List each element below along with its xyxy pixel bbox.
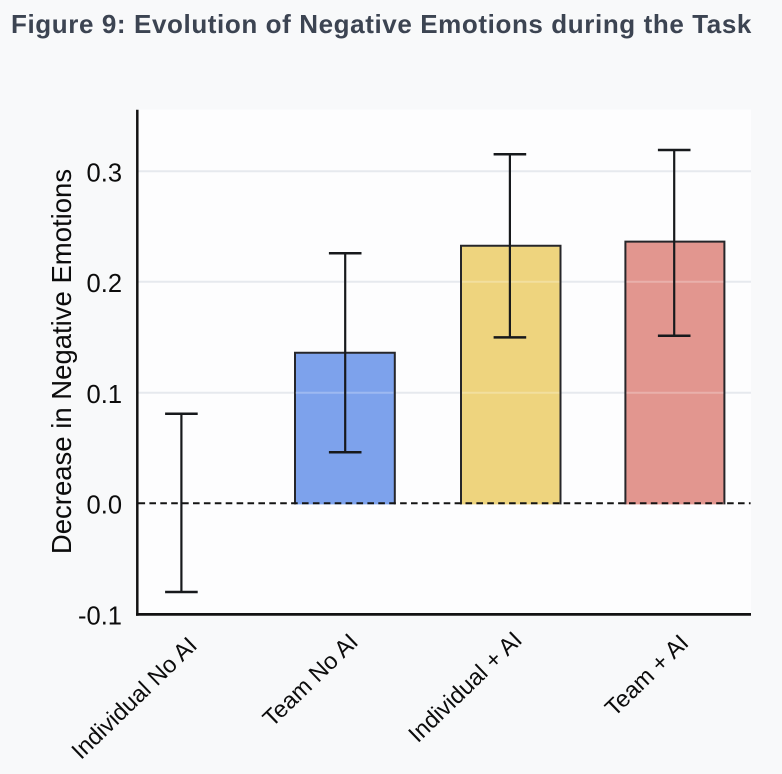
svg-text:Decrease in Negative Emotions: Decrease in Negative Emotions xyxy=(46,169,77,554)
svg-text:0.1: 0.1 xyxy=(87,381,122,409)
svg-text:0.3: 0.3 xyxy=(87,159,122,187)
svg-text:-0.1: -0.1 xyxy=(78,603,122,631)
svg-text:0.0: 0.0 xyxy=(87,492,122,520)
svg-text:Figure 9: Evolution of Negativ: Figure 9: Evolution of Negative Emotions… xyxy=(11,9,752,39)
svg-text:0.2: 0.2 xyxy=(87,270,122,298)
